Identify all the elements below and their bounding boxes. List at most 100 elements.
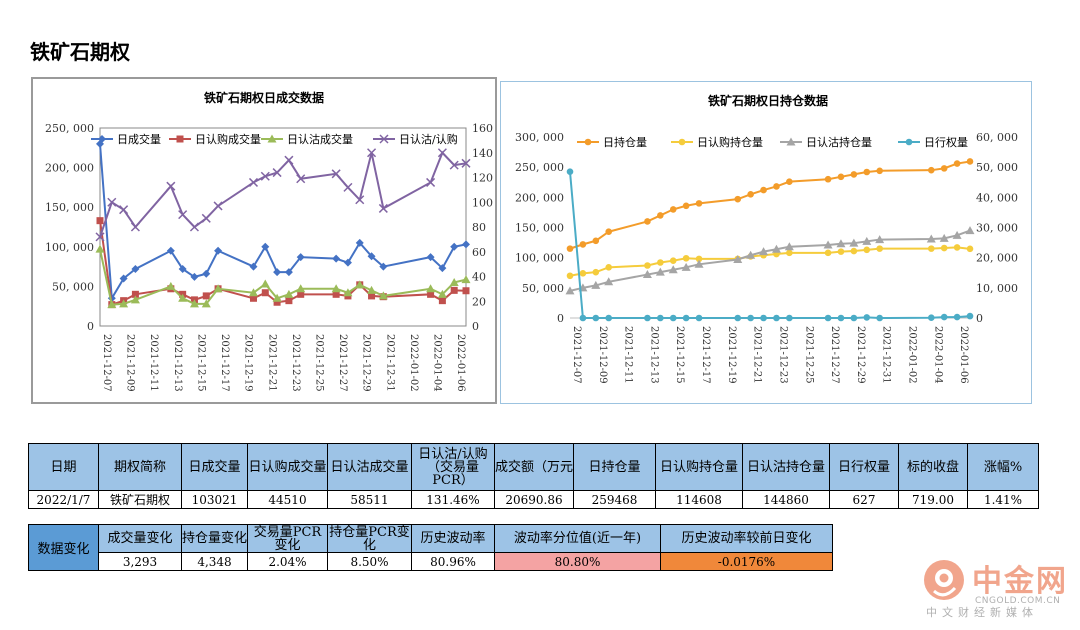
cngold-logo: 中金网 CNGOLD.COM.CN 中文财经新媒体 (918, 556, 1078, 620)
data-point (850, 171, 858, 178)
summary-header-cell: 日认沽成交量 (327, 443, 412, 491)
x-tick-label: 2021-12-21 (752, 326, 763, 384)
x-tick-label: 2021-12-23 (290, 334, 301, 392)
summary-value-cell: 103021 (181, 490, 248, 509)
data-point (734, 314, 742, 322)
y-right-tick-label: 20, 000 (976, 252, 1018, 265)
data-point (438, 297, 446, 305)
summary-header-cell: 日成交量 (181, 443, 248, 491)
summary-value-row: 2022/1/7 铁矿石期权 103021 44510 58511 131.46% 2069… (28, 490, 1039, 509)
summary-header-cell: 日认沽持仓量 (742, 443, 830, 491)
data-point (604, 277, 614, 286)
data-point (644, 314, 651, 322)
data-point (966, 245, 974, 253)
x-tick-label: 2021-12-31 (881, 326, 892, 384)
data-point (178, 293, 188, 302)
data-point (426, 284, 436, 293)
legend-label: 日行权量 (924, 136, 968, 149)
data-point (248, 177, 259, 187)
summary-value-cell: 1.41% (967, 490, 1039, 509)
data-point-stroke-b (201, 213, 211, 223)
change-header-row: 数据变化 成交量变化 持仓量变化 交易量PCR变化 持仓量PCR变化 历史波动率 波动率分… (28, 524, 833, 571)
change-header-cell: 历史波动率较前日变化 (660, 524, 833, 553)
data-point (642, 270, 652, 279)
data-point (178, 264, 187, 273)
legend-label: 日认沽持仓量 (806, 135, 872, 149)
data-point (437, 289, 447, 298)
legend-marker (584, 138, 592, 146)
data-point (592, 314, 600, 322)
y-right-tick-label: 80 (472, 221, 486, 234)
x-tick-label: 2021-12-19 (726, 326, 737, 384)
summary-header-cell: 标的收盘 (898, 443, 968, 491)
data-point (734, 195, 742, 203)
data-point-stroke-b (355, 195, 365, 205)
x-tick-label: 2021-12-31 (384, 334, 395, 392)
data-point (876, 314, 883, 322)
summary-header-cell: 日认沽/认购（交易量PCR） (411, 443, 495, 491)
summary-header-cell: 日期 (28, 443, 99, 491)
series-line (569, 171, 971, 320)
page-title: 铁矿石期权 (30, 40, 130, 64)
summary-value-cell: 144860 (742, 490, 830, 509)
data-point-stroke-b (260, 171, 270, 181)
data-point (746, 250, 756, 259)
data-point-stroke-b (130, 222, 140, 232)
change-value-cell: 80.96% (411, 552, 495, 571)
data-point (273, 298, 281, 306)
data-point (939, 233, 949, 242)
data-point (952, 230, 962, 239)
cngold-logo-icon (924, 560, 964, 600)
data-point (378, 291, 388, 300)
data-point (189, 299, 199, 308)
data-point (876, 245, 883, 252)
data-point (927, 245, 935, 252)
data-point (875, 235, 885, 244)
data-point (566, 272, 574, 280)
data-point (837, 173, 845, 181)
data-point (682, 202, 690, 210)
data-point (202, 269, 211, 278)
data-point-stroke-b (331, 169, 341, 179)
data-point (166, 281, 176, 290)
data-point (926, 234, 936, 243)
y-left-tick-label: 250, 000 (515, 161, 564, 174)
x-tick-label: 2021-12-25 (314, 334, 325, 392)
data-point-stroke-b (189, 222, 199, 232)
data-point (759, 247, 769, 256)
change-value-cell: 2.04% (247, 552, 328, 571)
data-point (213, 201, 223, 211)
data-point-stroke-b (449, 160, 459, 170)
y-right-tick-label: 60 (472, 246, 486, 259)
data-point (953, 160, 961, 167)
y-left-tick-label: 100, 000 (45, 241, 94, 254)
data-point (367, 285, 377, 294)
data-point (836, 239, 846, 248)
data-point (657, 259, 664, 266)
series-line (99, 150, 467, 238)
x-tick-label: 2021-12-17 (700, 326, 711, 384)
data-point (747, 191, 754, 198)
daily-open-interest-chart: 铁矿石期权日持仓数据 0 50, 000 100, 000 150, 000 200, 0… (500, 81, 1032, 404)
data-point (272, 293, 282, 302)
data-point (644, 218, 651, 225)
y-right-tick-label: 30, 000 (976, 222, 1018, 235)
data-point (190, 272, 199, 281)
y-right-tick-label: 40, 000 (976, 191, 1018, 204)
data-point (655, 267, 665, 276)
data-point (773, 314, 780, 322)
y-left-tick-label: 200, 000 (45, 162, 94, 175)
data-point (166, 246, 175, 255)
data-point (461, 158, 471, 168)
y-right-tick-label: 140 (472, 147, 493, 160)
data-point (284, 268, 293, 277)
daily-open-interest-chart-svg: 铁矿石期权日持仓数据 0 50, 000 100, 000 150, 000 200, 0… (515, 93, 1018, 384)
data-point (824, 314, 832, 322)
data-point (332, 254, 341, 263)
data-point (682, 254, 690, 262)
change-value-cell: 4,348 (181, 552, 248, 571)
data-point (966, 312, 974, 320)
legend-label: 日认沽/认购 (399, 132, 458, 146)
data-point (579, 314, 587, 322)
data-point (296, 253, 305, 262)
